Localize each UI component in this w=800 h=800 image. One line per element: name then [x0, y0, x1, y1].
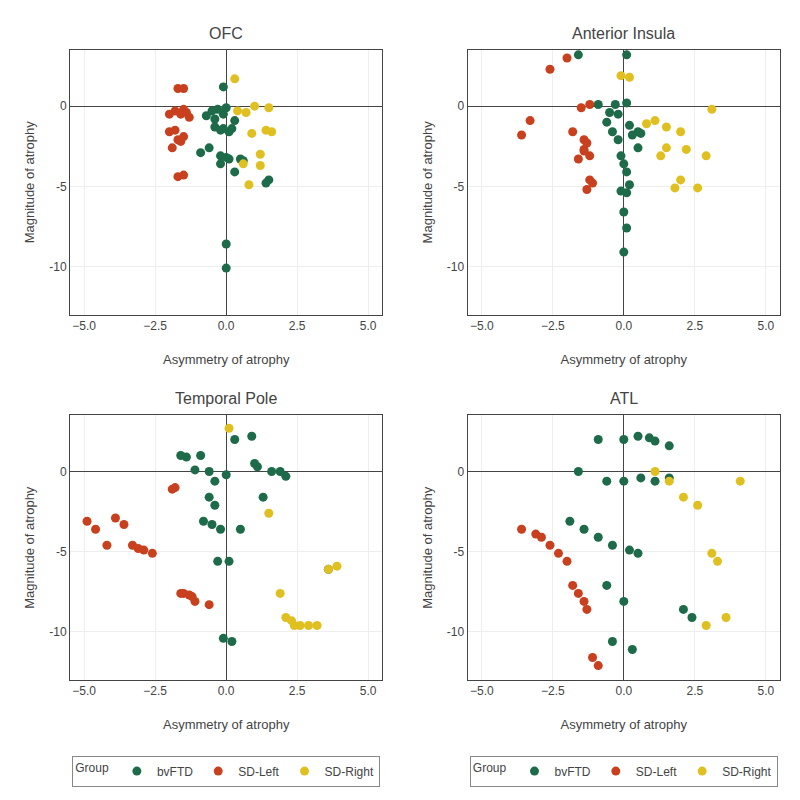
svg-text:Group: Group	[473, 761, 507, 775]
svg-text:0: 0	[60, 99, 67, 113]
svg-text:−5.0: −5.0	[470, 684, 494, 698]
svg-text:-5: -5	[56, 180, 67, 194]
svg-text:-10: -10	[49, 625, 67, 639]
svg-text:SD-Right: SD-Right	[722, 765, 771, 779]
svg-text:2.5: 2.5	[686, 684, 703, 698]
svg-text:0.0: 0.0	[615, 684, 632, 698]
svg-text:2.5: 2.5	[289, 319, 306, 333]
svg-text:5.0: 5.0	[757, 319, 774, 333]
svg-text:5.0: 5.0	[360, 319, 377, 333]
svg-text:Asymmetry of atrophy: Asymmetry of atrophy	[163, 352, 290, 367]
svg-text:−5.0: −5.0	[470, 319, 494, 333]
svg-text:SD-Right: SD-Right	[325, 765, 374, 779]
svg-text:SD-Left: SD-Left	[636, 765, 677, 779]
svg-text:Asymmetry of atrophy: Asymmetry of atrophy	[561, 717, 688, 732]
svg-text:-10: -10	[447, 260, 465, 274]
svg-text:2.5: 2.5	[289, 684, 306, 698]
svg-text:0.0: 0.0	[615, 319, 632, 333]
svg-text:0: 0	[60, 465, 67, 479]
svg-text:bvFTD: bvFTD	[157, 765, 193, 779]
svg-text:Magnitude of atrophy: Magnitude of atrophy	[22, 121, 37, 244]
svg-text:ATL: ATL	[610, 390, 638, 407]
svg-text:Asymmetry of atrophy: Asymmetry of atrophy	[561, 352, 688, 367]
svg-text:Temporal Pole: Temporal Pole	[175, 390, 277, 407]
svg-text:0.0: 0.0	[218, 319, 235, 333]
svg-text:-10: -10	[49, 260, 67, 274]
svg-text:−2.5: −2.5	[541, 319, 565, 333]
svg-text:bvFTD: bvFTD	[554, 765, 590, 779]
svg-text:−5.0: −5.0	[72, 684, 96, 698]
svg-text:2.5: 2.5	[686, 319, 703, 333]
svg-text:5.0: 5.0	[757, 684, 774, 698]
svg-text:-5: -5	[56, 545, 67, 559]
svg-text:-10: -10	[447, 625, 465, 639]
svg-text:0: 0	[458, 465, 465, 479]
svg-text:Magnitude of atrophy: Magnitude of atrophy	[420, 486, 435, 609]
svg-text:−2.5: −2.5	[143, 684, 167, 698]
svg-text:Magnitude of atrophy: Magnitude of atrophy	[420, 121, 435, 244]
svg-text:Magnitude of atrophy: Magnitude of atrophy	[22, 486, 37, 609]
svg-text:-5: -5	[454, 545, 465, 559]
svg-text:0: 0	[458, 99, 465, 113]
svg-text:SD-Left: SD-Left	[238, 765, 279, 779]
svg-text:5.0: 5.0	[360, 684, 377, 698]
svg-text:−2.5: −2.5	[143, 319, 167, 333]
svg-text:-5: -5	[454, 180, 465, 194]
svg-text:OFC: OFC	[209, 25, 243, 42]
svg-text:0.0: 0.0	[218, 684, 235, 698]
svg-text:−5.0: −5.0	[72, 319, 96, 333]
svg-text:Asymmetry of atrophy: Asymmetry of atrophy	[163, 717, 290, 732]
svg-text:Group: Group	[75, 761, 109, 775]
svg-text:Anterior Insula: Anterior Insula	[572, 25, 675, 42]
svg-text:−2.5: −2.5	[541, 684, 565, 698]
